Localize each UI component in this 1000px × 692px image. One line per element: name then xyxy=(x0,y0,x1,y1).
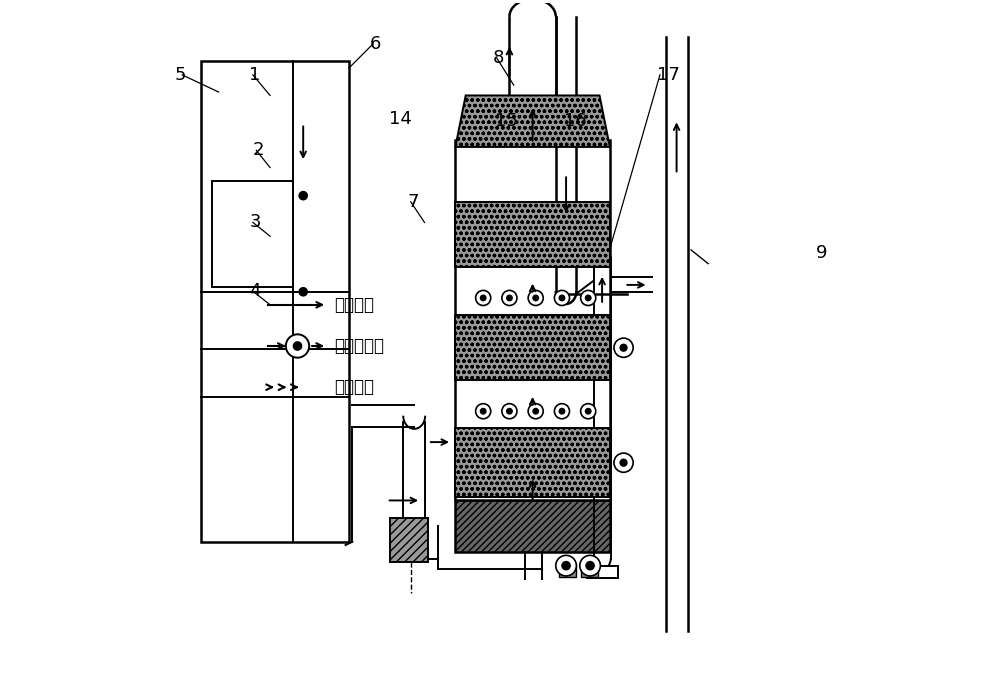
Text: 9: 9 xyxy=(816,244,827,262)
Circle shape xyxy=(533,295,538,301)
Circle shape xyxy=(620,345,627,351)
Circle shape xyxy=(480,295,486,301)
Circle shape xyxy=(299,192,307,200)
Circle shape xyxy=(614,453,633,473)
Text: 药液流向: 药液流向 xyxy=(334,379,374,397)
Circle shape xyxy=(299,345,307,354)
Circle shape xyxy=(581,403,596,419)
Polygon shape xyxy=(455,95,610,147)
Circle shape xyxy=(476,403,491,419)
Circle shape xyxy=(559,295,565,301)
Text: 1: 1 xyxy=(249,66,261,84)
Bar xyxy=(201,61,349,542)
Circle shape xyxy=(559,408,565,414)
Text: 喷淋液流向: 喷淋液流向 xyxy=(334,337,384,355)
Text: 8: 8 xyxy=(493,48,505,66)
Text: 4: 4 xyxy=(249,282,261,300)
Text: 15: 15 xyxy=(495,112,518,130)
Circle shape xyxy=(293,342,302,350)
Bar xyxy=(455,140,610,500)
Bar xyxy=(455,428,610,497)
Circle shape xyxy=(586,561,594,570)
Circle shape xyxy=(507,408,512,414)
Bar xyxy=(455,202,610,267)
Circle shape xyxy=(528,291,543,305)
Circle shape xyxy=(556,556,576,576)
Circle shape xyxy=(580,556,600,576)
Circle shape xyxy=(502,403,517,419)
Circle shape xyxy=(476,291,491,305)
Circle shape xyxy=(614,338,633,357)
Circle shape xyxy=(502,291,517,305)
Text: 17: 17 xyxy=(657,66,679,84)
Text: 6: 6 xyxy=(370,35,381,53)
Bar xyxy=(455,500,610,552)
Circle shape xyxy=(480,408,486,414)
Circle shape xyxy=(554,403,570,419)
Circle shape xyxy=(562,561,570,570)
Circle shape xyxy=(581,291,596,305)
Circle shape xyxy=(299,288,307,296)
Circle shape xyxy=(533,408,538,414)
Text: 14: 14 xyxy=(389,111,412,129)
Text: 16: 16 xyxy=(564,112,587,130)
Bar xyxy=(587,565,618,578)
Bar xyxy=(212,181,293,287)
Circle shape xyxy=(620,459,627,466)
Circle shape xyxy=(585,295,591,301)
Text: 5: 5 xyxy=(174,66,186,84)
Circle shape xyxy=(554,291,570,305)
Text: 3: 3 xyxy=(249,213,261,231)
Circle shape xyxy=(286,334,309,358)
Text: 7: 7 xyxy=(407,193,419,211)
Bar xyxy=(390,518,428,562)
Bar xyxy=(581,564,598,576)
Circle shape xyxy=(585,408,591,414)
Circle shape xyxy=(507,295,512,301)
Bar xyxy=(455,315,610,381)
Bar xyxy=(559,564,576,576)
Circle shape xyxy=(528,403,543,419)
Text: 2: 2 xyxy=(253,141,264,159)
Text: 气体流向: 气体流向 xyxy=(334,295,374,313)
